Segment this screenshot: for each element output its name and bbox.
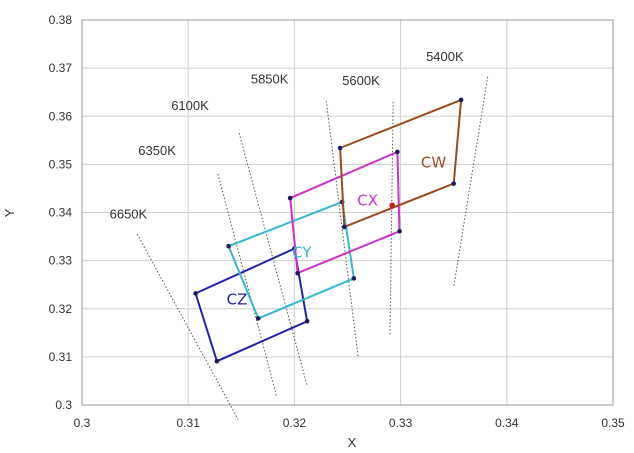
y-tick-label: 0.31 bbox=[49, 350, 73, 364]
x-axis-title: X bbox=[348, 435, 357, 450]
y-tick-label: 0.3 bbox=[55, 398, 72, 412]
cct-line bbox=[238, 132, 308, 386]
cct-label: 5850K bbox=[251, 72, 289, 87]
region-cy-vertex bbox=[226, 243, 231, 249]
bin-regions bbox=[193, 97, 464, 364]
x-tick-labels: 0.3 0.31 0.32 0.33 0.34 0.35 bbox=[74, 416, 625, 430]
cct-line bbox=[389, 101, 394, 336]
x-tick-label: 0.31 bbox=[177, 416, 201, 430]
plot-border bbox=[81, 19, 614, 406]
plot-area-frame bbox=[81, 19, 614, 406]
cct-line bbox=[453, 76, 489, 288]
region-cy-vertex bbox=[351, 276, 357, 281]
region-label-cz: CZ bbox=[227, 290, 248, 308]
y-axis-title: Y bbox=[2, 208, 17, 217]
region-label-cx: CX bbox=[357, 191, 378, 209]
x-tick-label: 0.35 bbox=[601, 416, 625, 430]
region-cy-vertex bbox=[255, 316, 261, 321]
region-cz-vertex bbox=[304, 318, 310, 324]
cct-line bbox=[325, 100, 359, 357]
region-cz-vertex bbox=[214, 358, 220, 364]
region-label-cy: CY bbox=[292, 243, 312, 261]
region-cw-vertex bbox=[451, 181, 457, 186]
y-tick-label: 0.37 bbox=[49, 61, 73, 75]
region-cz-vertex bbox=[193, 291, 198, 296]
region-cx-vertex bbox=[287, 195, 293, 201]
cct-labels: 6650K 6350K 6100K 5850K 5600K 5400K bbox=[110, 49, 464, 221]
region-cw-vertex bbox=[458, 97, 464, 103]
cct-label: 6350K bbox=[138, 143, 176, 158]
y-tick-label: 0.35 bbox=[49, 157, 73, 171]
y-tick-label: 0.34 bbox=[49, 206, 73, 220]
extra-point bbox=[389, 202, 395, 209]
region-cx-vertex bbox=[295, 270, 300, 276]
region-label-cw: CW bbox=[421, 153, 446, 171]
y-tick-labels: 0.3 0.31 0.32 0.33 0.34 0.35 0.36 0.37 0.38 bbox=[49, 13, 73, 412]
region-cw-vertex bbox=[342, 224, 347, 230]
y-tick-label: 0.36 bbox=[49, 109, 73, 123]
y-tick-label: 0.32 bbox=[49, 302, 73, 316]
cct-line bbox=[217, 173, 277, 396]
x-tick-label: 0.3 bbox=[74, 416, 91, 430]
cct-line bbox=[136, 233, 239, 420]
cct-label: 5600K bbox=[342, 73, 380, 88]
y-tick-label: 0.33 bbox=[49, 254, 73, 268]
x-tick-label: 0.33 bbox=[389, 416, 413, 430]
region-cw-vertex bbox=[337, 145, 343, 151]
region-cx-vertex bbox=[397, 228, 402, 234]
cct-lines bbox=[136, 76, 489, 420]
cct-label: 5400K bbox=[426, 49, 464, 64]
region-labels: CZ CY CX CW bbox=[227, 153, 447, 308]
cct-label: 6650K bbox=[110, 206, 148, 221]
cct-label: 6100K bbox=[171, 98, 209, 113]
x-tick-label: 0.34 bbox=[495, 416, 519, 430]
region-cx-vertex bbox=[395, 149, 400, 155]
extra-points bbox=[389, 202, 395, 209]
x-tick-label: 0.32 bbox=[283, 416, 307, 430]
y-tick-label: 0.38 bbox=[49, 13, 73, 27]
